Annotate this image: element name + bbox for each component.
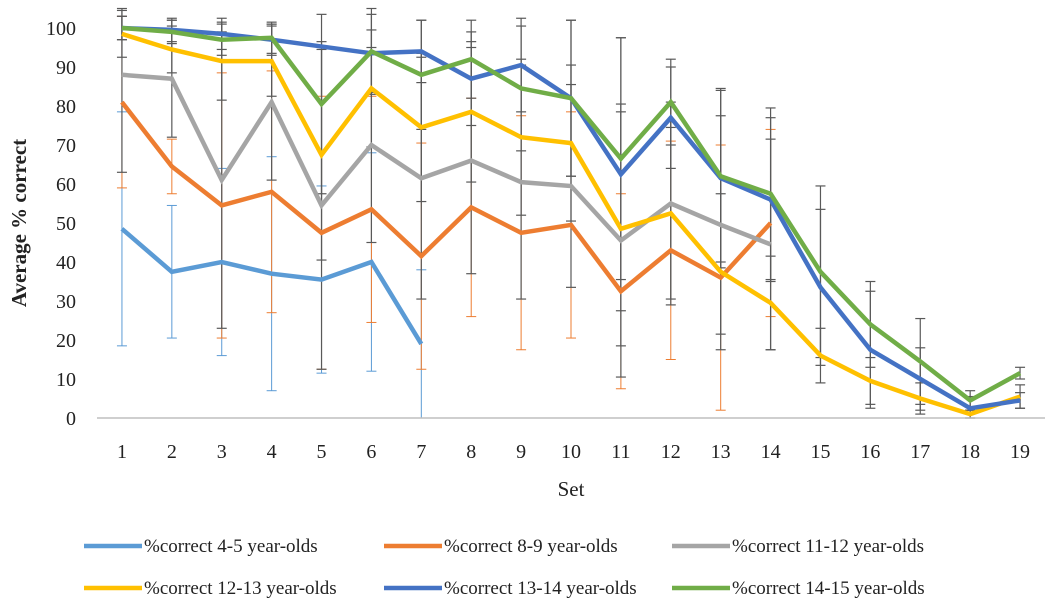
x-tick-label: 3: [217, 441, 227, 463]
x-tick-label: 9: [516, 441, 526, 463]
y-tick-label: 0: [66, 408, 76, 430]
legend-label: %correct 13-14 year-olds: [444, 578, 637, 599]
x-tick-label: 8: [466, 441, 476, 463]
x-tick-label: 18: [960, 441, 980, 463]
legend-label: %correct 12-13 year-olds: [144, 578, 337, 599]
y-tick-label: 40: [56, 252, 76, 274]
x-tick-label: 4: [267, 441, 277, 463]
x-tick-labels: 1 2 3 4 5 6 7 8 9 10 11 12 13 14 15 16 17 18 19: [117, 441, 1030, 463]
legend-label: %correct 4-5 year-olds: [144, 536, 318, 557]
y-tick-labels: 0 10 20 30 40 50 60 70 80 90 100: [46, 18, 76, 430]
series-line: [121, 25, 1022, 404]
y-tick-label: 30: [56, 291, 76, 313]
legend-entry: %correct 11-12 year-olds: [672, 536, 924, 557]
error-bars-layer: [116, 7, 1026, 419]
series-line: [121, 31, 1021, 417]
x-tick-label: 19: [1010, 441, 1030, 463]
legend: %correct 4-5 year-olds %correct 8-9 year-…: [84, 536, 925, 599]
x-tick-label: 2: [167, 441, 177, 463]
x-tick-label: 5: [317, 441, 327, 463]
y-tick-label: 10: [56, 369, 76, 391]
x-tick-label: 7: [416, 441, 426, 463]
legend-entry: %correct 8-9 year-olds: [384, 536, 618, 557]
x-tick-label: 13: [711, 441, 731, 463]
x-tick-label: 10: [561, 441, 581, 463]
x-tick-label: 1: [117, 441, 127, 463]
x-tick-label: 6: [366, 441, 376, 463]
x-axis-title: Set: [558, 477, 585, 501]
x-tick-label: 11: [611, 441, 630, 463]
y-tick-label: 80: [56, 96, 76, 118]
series-line: [120, 227, 424, 346]
legend-entry: %correct 13-14 year-olds: [384, 578, 637, 599]
y-tick-label: 70: [56, 135, 76, 157]
legend-entry: %correct 14-15 year-olds: [672, 578, 925, 599]
y-tick-label: 20: [56, 330, 76, 352]
series-lines-layer: [120, 25, 1022, 417]
x-tick-label: 12: [661, 441, 681, 463]
legend-label: %correct 8-9 year-olds: [444, 536, 618, 557]
y-tick-label: 50: [56, 213, 76, 235]
y-tick-label: 90: [56, 57, 76, 79]
x-tick-label: 15: [810, 441, 830, 463]
legend-entry: %correct 4-5 year-olds: [84, 536, 318, 557]
legend-entry: %correct 12-13 year-olds: [84, 578, 337, 599]
y-axis-title: Average % correct: [7, 139, 31, 307]
legend-label: %correct 14-15 year-olds: [732, 578, 925, 599]
series-line: [120, 100, 773, 295]
x-tick-label: 16: [860, 441, 880, 463]
x-tick-label: 17: [910, 441, 930, 463]
series-line: [121, 72, 772, 247]
y-tick-label: 100: [46, 18, 76, 40]
x-tick-label: 14: [761, 441, 781, 463]
legend-label: %correct 11-12 year-olds: [732, 536, 924, 557]
y-tick-label: 60: [56, 174, 76, 196]
